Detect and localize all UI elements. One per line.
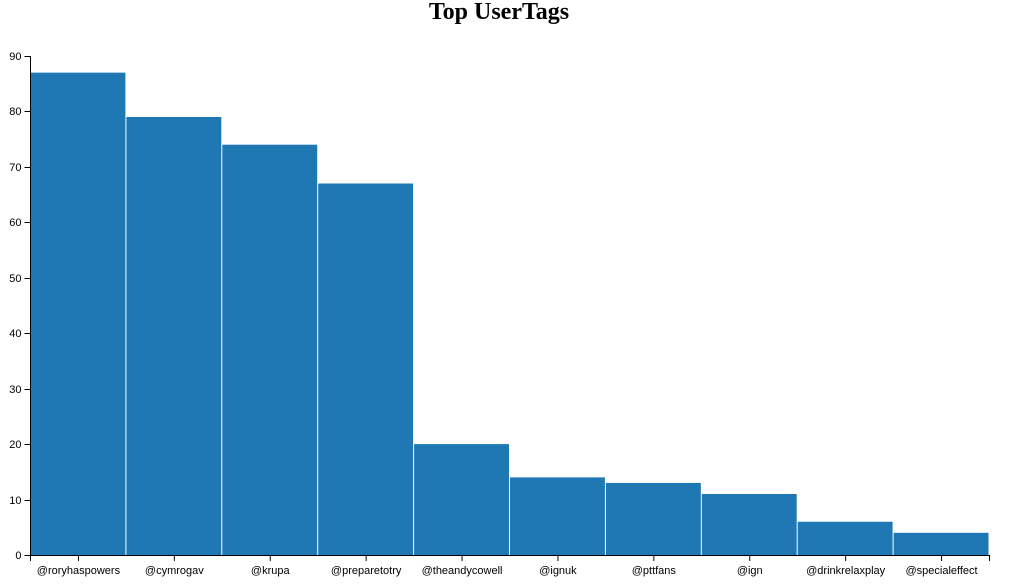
y-tick-label: 0 bbox=[15, 550, 21, 562]
x-axis: @roryhaspowers @cymrogav @krupa @preparetot… bbox=[30, 555, 990, 577]
x-tick-label: @pttfans bbox=[632, 565, 677, 577]
x-tick-label: @specialeffect bbox=[905, 565, 977, 577]
bar-roryhaspowers bbox=[30, 72, 126, 555]
y-axis-line bbox=[24, 56, 31, 556]
y-tick-label: 80 bbox=[9, 106, 21, 118]
x-tick-label: @drinkrelaxplay bbox=[806, 565, 886, 577]
x-tick-label: @preparetotry bbox=[331, 565, 402, 577]
x-tick-label: @krupa bbox=[251, 565, 291, 577]
bar-ign bbox=[701, 494, 797, 555]
y-tick-label: 40 bbox=[9, 328, 21, 340]
bars-group bbox=[30, 72, 989, 556]
x-tick-label: @ignuk bbox=[539, 565, 577, 577]
bar-pttfans bbox=[605, 482, 701, 555]
y-tick-label: 70 bbox=[9, 162, 21, 174]
x-tick-label: @ign bbox=[737, 565, 763, 577]
chart-title: Top UserTags bbox=[428, 0, 570, 25]
x-tick-label: @cymrogav bbox=[145, 565, 204, 577]
x-axis-line bbox=[30, 555, 990, 561]
bar-krupa bbox=[222, 144, 318, 555]
x-tick-label: @theandycowell bbox=[422, 565, 503, 577]
bar-drinkrelaxplay bbox=[797, 521, 893, 555]
bar-ignuk bbox=[510, 477, 605, 555]
x-tick-label: @roryhaspowers bbox=[37, 565, 121, 577]
y-tick-label: 90 bbox=[9, 51, 21, 63]
bar-preparetotry bbox=[318, 183, 414, 555]
bar-theandycowell bbox=[414, 444, 509, 555]
bar-cymrogav bbox=[126, 116, 222, 556]
bar-specialeffect bbox=[893, 532, 989, 555]
y-tick-label: 30 bbox=[9, 384, 21, 396]
y-tick-label: 60 bbox=[9, 217, 21, 229]
y-tick-label: 50 bbox=[9, 273, 21, 285]
y-tick-label: 10 bbox=[9, 495, 21, 507]
y-axis: 0 10 20 30 40 50 60 70 80 90 bbox=[9, 51, 31, 562]
y-tick-label: 20 bbox=[9, 439, 21, 451]
